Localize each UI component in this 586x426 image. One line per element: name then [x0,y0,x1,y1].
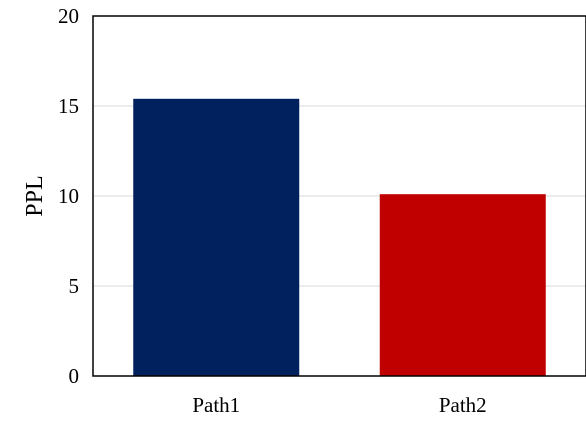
y-axis-title: PPL [22,175,48,216]
x-tick-label: Path1 [192,393,240,417]
y-tick-label: 0 [69,364,80,388]
plot-frame [92,15,586,377]
y-tick-labels: 0 5 10 15 20 [58,4,79,388]
bars [133,98,546,377]
bar-path1 [133,98,300,377]
y-tick-label: 20 [58,4,79,28]
x-tick-labels: Path1 Path2 [192,393,486,417]
y-tick-label: 5 [69,274,80,298]
bar-path2 [379,194,546,376]
x-tick-label: Path2 [439,393,487,417]
y-tick-label: 10 [58,184,79,208]
y-tick-label: 15 [58,94,79,118]
